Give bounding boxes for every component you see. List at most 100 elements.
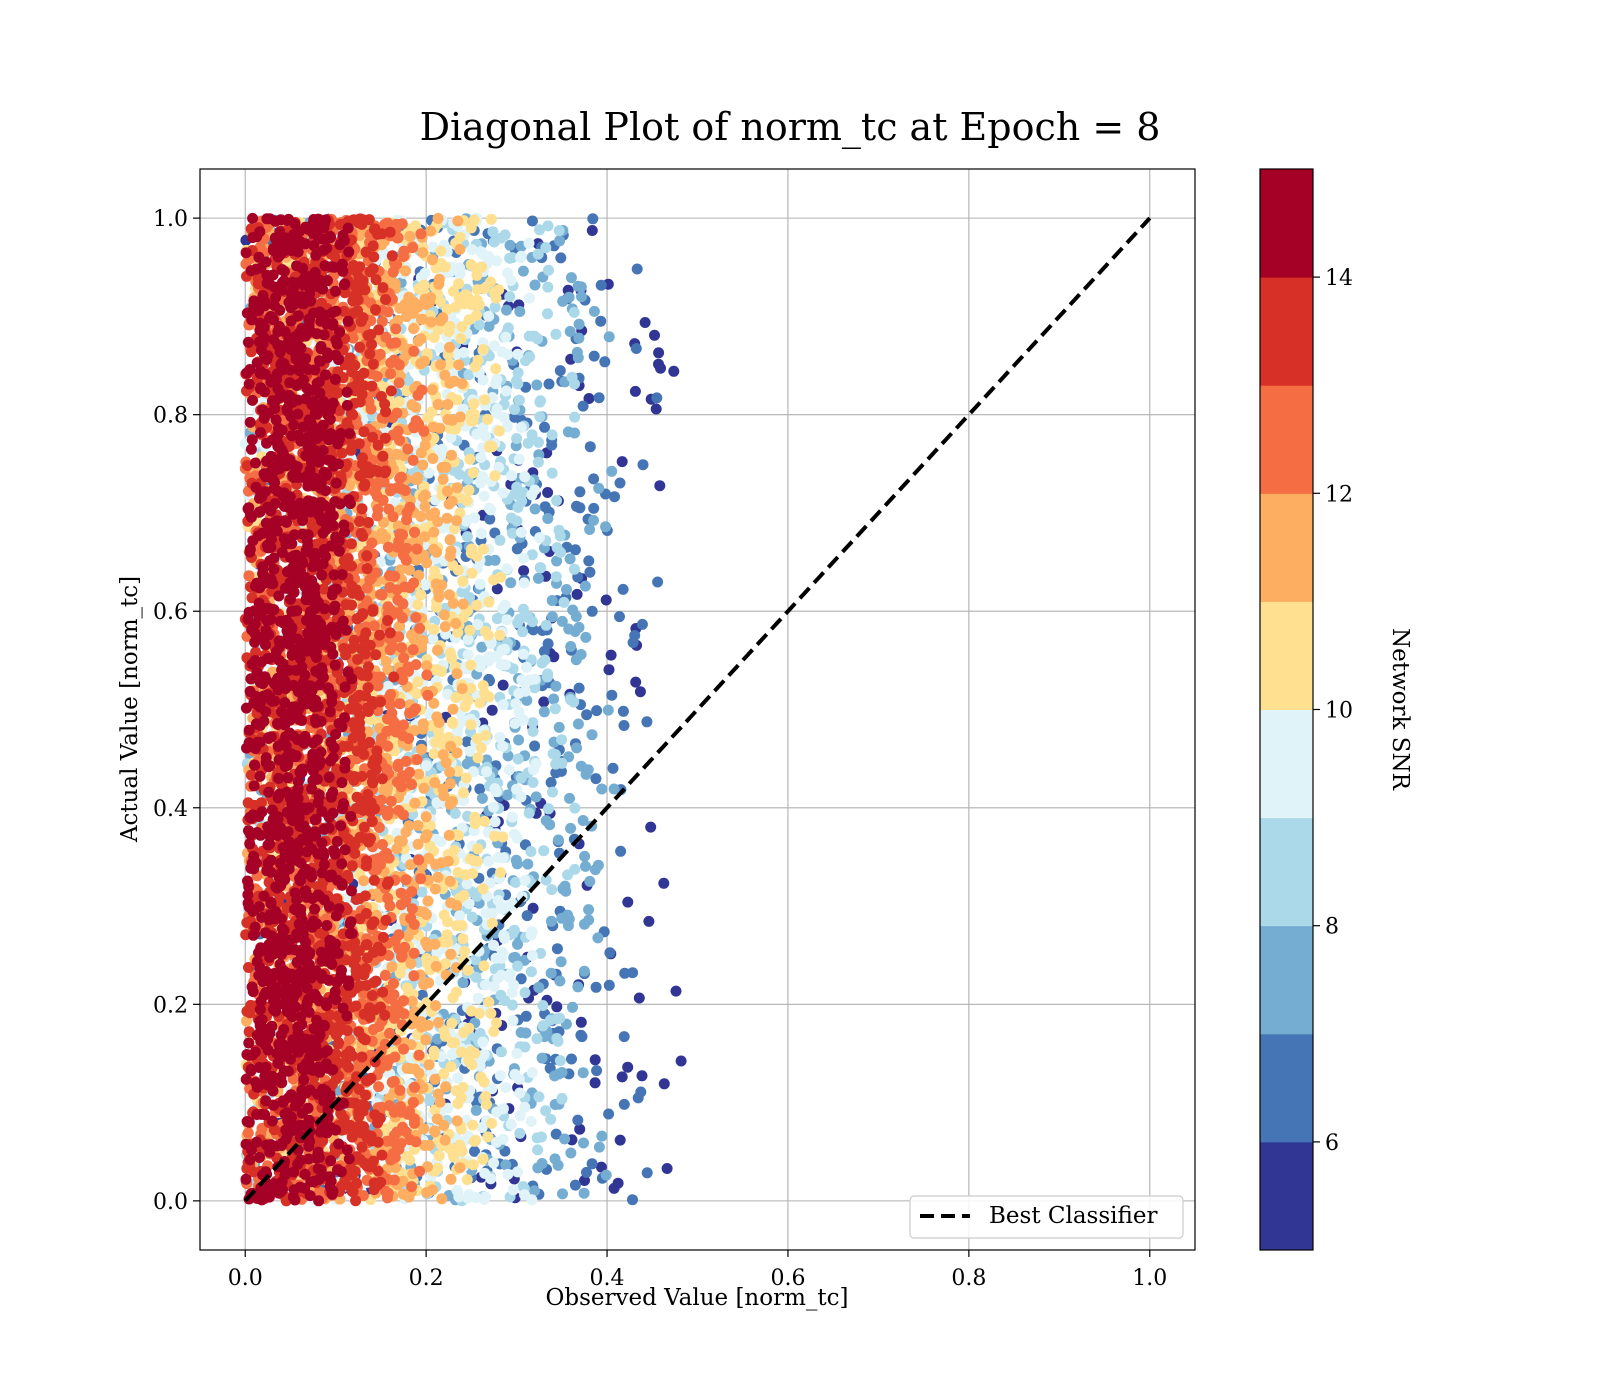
- scatter-point: [580, 860, 591, 872]
- scatter-point: [519, 987, 531, 999]
- scatter-point: [489, 816, 501, 828]
- scatter-point: [414, 1165, 426, 1177]
- scatter-point: [500, 331, 512, 343]
- scatter-point: [417, 459, 429, 471]
- scatter-point: [444, 341, 455, 353]
- scatter-point: [572, 280, 584, 292]
- scatter-point: [645, 821, 657, 833]
- scatter-point: [440, 757, 452, 769]
- scatter-point: [523, 807, 535, 819]
- scatter-point: [513, 734, 525, 746]
- scatter-point: [437, 783, 449, 795]
- scatter-point: [444, 534, 456, 546]
- scatter-point: [545, 777, 557, 788]
- scatter-point: [518, 577, 530, 589]
- scatter-point: [600, 594, 612, 606]
- scatter-point: [429, 1073, 441, 1085]
- scatter-point: [565, 272, 577, 284]
- scatter-point: [444, 875, 456, 887]
- scatter-point: [590, 981, 602, 993]
- scatter-point: [603, 664, 615, 676]
- scatter-point: [630, 676, 642, 688]
- scatter-point: [433, 591, 445, 603]
- scatter-point: [467, 1119, 479, 1131]
- scatter-point: [477, 883, 489, 895]
- scatter-point: [523, 237, 535, 249]
- scatter-point: [478, 960, 490, 972]
- scatter-point: [447, 703, 459, 715]
- scatter-point: [411, 543, 423, 555]
- scatter-point: [569, 1179, 581, 1191]
- scatter-point: [641, 1167, 653, 1179]
- scatter-point: [521, 694, 533, 706]
- scatter-point: [551, 555, 563, 567]
- scatter-point: [500, 1159, 512, 1171]
- scatter-point: [481, 766, 492, 778]
- scatter-point: [521, 661, 532, 673]
- scatter-point: [658, 1078, 670, 1090]
- scatter-point: [473, 1008, 485, 1019]
- scatter-point: [479, 815, 491, 827]
- scatter-point: [513, 453, 525, 465]
- scatter-point: [465, 719, 477, 731]
- scatter-point: [461, 878, 473, 890]
- scatter-point: [404, 564, 415, 576]
- scatter-point: [582, 764, 594, 776]
- scatter-point: [485, 276, 496, 288]
- scatter-point: [452, 215, 464, 227]
- scatter-point: [408, 918, 420, 930]
- scatter-point: [584, 566, 596, 578]
- scatter-point: [515, 973, 527, 985]
- scatter-point: [489, 554, 501, 566]
- scatter-point: [532, 572, 544, 584]
- scatter-point: [466, 911, 478, 923]
- scatter-point: [462, 633, 474, 645]
- scatter-point: [469, 954, 481, 966]
- scatter-point: [412, 471, 424, 483]
- scatter-point: [532, 456, 544, 468]
- scatter-point: [409, 797, 421, 809]
- scatter-point: [618, 720, 630, 731]
- scatter-point: [444, 766, 456, 778]
- scatter-point: [445, 948, 457, 960]
- scatter-point: [552, 834, 564, 846]
- scatter-point: [448, 375, 460, 387]
- scatter-point: [483, 320, 495, 332]
- scatter-point: [483, 996, 495, 1008]
- scatter-point: [534, 532, 545, 544]
- scatter-point: [548, 651, 560, 663]
- scatter-point: [442, 399, 454, 410]
- scatter-point: [466, 244, 478, 256]
- scatter-point: [461, 736, 473, 748]
- scatter-point: [432, 212, 444, 224]
- scatter-point: [439, 1134, 451, 1146]
- scatter-point: [553, 721, 565, 733]
- scatter-point: [572, 981, 584, 993]
- scatter-point: [619, 967, 631, 979]
- scatter-point: [472, 843, 484, 855]
- scatter-point: [415, 589, 427, 601]
- scatter-point: [430, 578, 442, 590]
- scatter-point: [502, 1168, 514, 1180]
- scatter-point: [490, 292, 502, 304]
- scatter-point: [550, 571, 562, 583]
- scatter-point: [551, 943, 563, 955]
- scatter-point: [522, 437, 534, 449]
- scatter-point: [454, 1162, 466, 1174]
- scatter-point: [588, 473, 600, 485]
- scatter-point: [507, 1184, 519, 1196]
- scatter-point: [471, 284, 483, 296]
- scatter-point: [486, 1117, 498, 1129]
- scatter-point: [641, 716, 653, 728]
- scatter-point: [432, 399, 444, 410]
- scatter-point: [553, 225, 565, 237]
- scatter-point: [479, 687, 491, 699]
- scatter-point: [471, 550, 483, 562]
- scatter-point: [495, 902, 507, 913]
- scatter-point: [441, 485, 453, 497]
- scatter-point: [615, 845, 627, 857]
- scatter-point: [477, 1153, 489, 1165]
- scatter-point: [511, 832, 523, 844]
- scatter-point: [586, 225, 598, 236]
- scatter-point: [551, 1001, 563, 1013]
